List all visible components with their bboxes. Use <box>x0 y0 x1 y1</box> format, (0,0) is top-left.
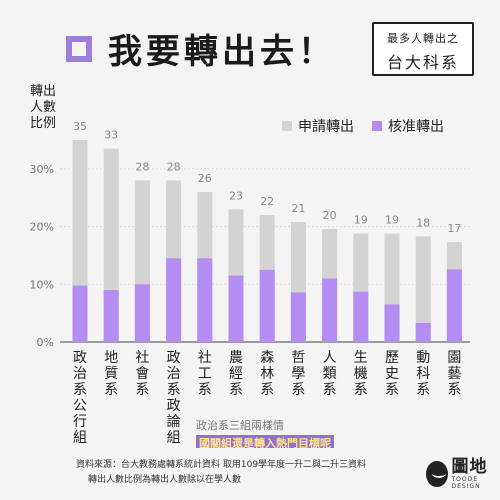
x-tick-label: 史 <box>385 366 399 382</box>
x-tick-label: 機 <box>354 366 368 382</box>
page-title: 我要轉出去！ <box>108 32 336 72</box>
legend-approved: 核准轉出 <box>372 116 444 136</box>
bar-approved <box>446 269 462 342</box>
data-label-count: 35 <box>73 120 87 133</box>
data-label-count: 18 <box>416 216 430 229</box>
x-tick-label: 社 <box>135 350 149 366</box>
x-tick-label: 系 <box>291 382 305 398</box>
bar-approved <box>166 258 182 342</box>
x-tick-label: 動 <box>416 350 430 366</box>
x-tick-label: 生 <box>354 350 368 366</box>
logo-main: 圖地 <box>451 457 488 477</box>
x-tick-label: 園 <box>447 350 461 366</box>
x-tick-label: 質 <box>104 366 118 382</box>
x-tick-label: 系 <box>198 382 212 398</box>
x-tick-label: 歷 <box>385 350 399 366</box>
data-label-count: 19 <box>354 214 368 227</box>
data-label-count: 17 <box>447 222 461 235</box>
bar-chart: 0%10%20%30%35政治系公行組33地質系28社會系28政治系政論組26社… <box>30 120 470 446</box>
x-tick-label: 政 <box>167 398 181 414</box>
data-label-count: 22 <box>260 195 274 208</box>
legend-label-approved: 核准轉出 <box>388 119 444 135</box>
data-label-count: 19 <box>385 214 399 227</box>
logo: 圖地 TOODE DESIGN <box>426 458 500 490</box>
data-label-count: 33 <box>104 129 118 142</box>
x-tick-label: 系 <box>167 382 181 398</box>
x-tick-label: 系 <box>416 382 430 398</box>
bar-approved <box>290 292 306 342</box>
x-tick-label: 地 <box>104 350 118 366</box>
bar-approved <box>415 322 431 342</box>
x-tick-label: 藝 <box>447 366 461 382</box>
bar-approved <box>322 278 338 342</box>
x-tick-label: 系 <box>323 382 337 398</box>
data-label-count: 26 <box>198 172 212 185</box>
x-tick-label: 論 <box>167 414 181 430</box>
data-label-count: 28 <box>167 160 181 173</box>
data-label-count: 28 <box>135 160 149 173</box>
bar-approved <box>103 290 119 342</box>
x-tick-label: 系 <box>104 382 118 398</box>
x-tick-label: 人 <box>323 350 337 366</box>
x-tick-label: 系 <box>135 382 149 398</box>
y-tick-label: 10% <box>30 278 54 291</box>
bar-approved <box>134 284 150 342</box>
bar-approved <box>228 275 244 342</box>
data-label-count: 20 <box>323 209 337 222</box>
bar-approved <box>384 304 400 342</box>
x-tick-label: 政 <box>167 350 181 366</box>
x-tick-label: 系 <box>73 382 87 398</box>
x-tick-label: 治 <box>73 366 87 382</box>
bar-approved <box>197 258 213 342</box>
header: 我要轉出去！ 最多人轉出之 台大科系 <box>0 0 500 82</box>
x-tick-label: 行 <box>73 414 87 430</box>
x-tick-label: 治 <box>167 366 181 382</box>
x-tick-label: 哲 <box>291 350 305 366</box>
logo-sub: TOODE DESIGN <box>451 476 481 490</box>
y-tick-label: 30% <box>30 163 54 176</box>
y-tick-label: 0% <box>37 336 54 349</box>
x-tick-label: 組 <box>167 430 181 446</box>
x-tick-label: 社 <box>198 350 212 366</box>
title-square-icon <box>66 36 92 62</box>
x-tick-label: 系 <box>385 382 399 398</box>
x-tick-label: 政 <box>73 350 87 366</box>
bar-approved <box>353 291 369 342</box>
footer <box>0 448 500 500</box>
x-tick-label: 農 <box>229 350 243 366</box>
x-tick-label: 森 <box>260 350 274 366</box>
legend-swatch-applied <box>282 121 292 131</box>
x-tick-label: 工 <box>198 366 212 382</box>
source-line-1: 資料來源：台大教務處轉系統計資料 取用109學年度一升二與二升三資料 <box>76 460 367 470</box>
y-tick-label: 20% <box>30 221 54 234</box>
data-label-count: 23 <box>229 189 243 202</box>
x-tick-label: 學 <box>291 366 305 382</box>
subtitle-box: 最多人轉出之 台大科系 <box>372 22 474 76</box>
annotation-line-1: 政治系三組兩樣情 <box>196 419 284 432</box>
x-tick-label: 系 <box>260 382 274 398</box>
x-tick-label: 系 <box>354 382 368 398</box>
bar-applied <box>415 236 431 342</box>
x-tick-label: 林 <box>260 366 274 382</box>
y-axis-label: 轉出人數比例 <box>29 84 56 131</box>
data-source: 資料來源：台大教務處轉系統計資料 取用109學年度一升二與二升三資料 轉出人數比… <box>76 458 416 488</box>
x-tick-label: 組 <box>73 430 87 446</box>
legend-swatch-approved <box>372 121 382 131</box>
legend-label-applied: 申請轉出 <box>298 119 354 135</box>
bar-approved <box>72 285 88 342</box>
logo-icon <box>426 461 448 487</box>
x-tick-label: 類 <box>323 366 337 382</box>
bar-approved <box>259 269 275 342</box>
x-tick-label: 會 <box>135 366 149 382</box>
source-line-2: 轉出人數比例為轉出人數除以在學人數 <box>88 475 242 485</box>
x-tick-label: 經 <box>229 366 243 382</box>
x-tick-label: 系 <box>447 382 461 398</box>
x-tick-label: 公 <box>73 398 87 414</box>
subtitle-line-2: 台大科系 <box>386 53 459 72</box>
x-tick-label: 系 <box>229 382 243 398</box>
data-label-count: 21 <box>291 202 305 215</box>
x-tick-label: 科 <box>416 366 430 382</box>
subtitle-line-1: 最多人轉出之 <box>387 32 459 45</box>
legend-applied: 申請轉出 <box>282 116 354 136</box>
